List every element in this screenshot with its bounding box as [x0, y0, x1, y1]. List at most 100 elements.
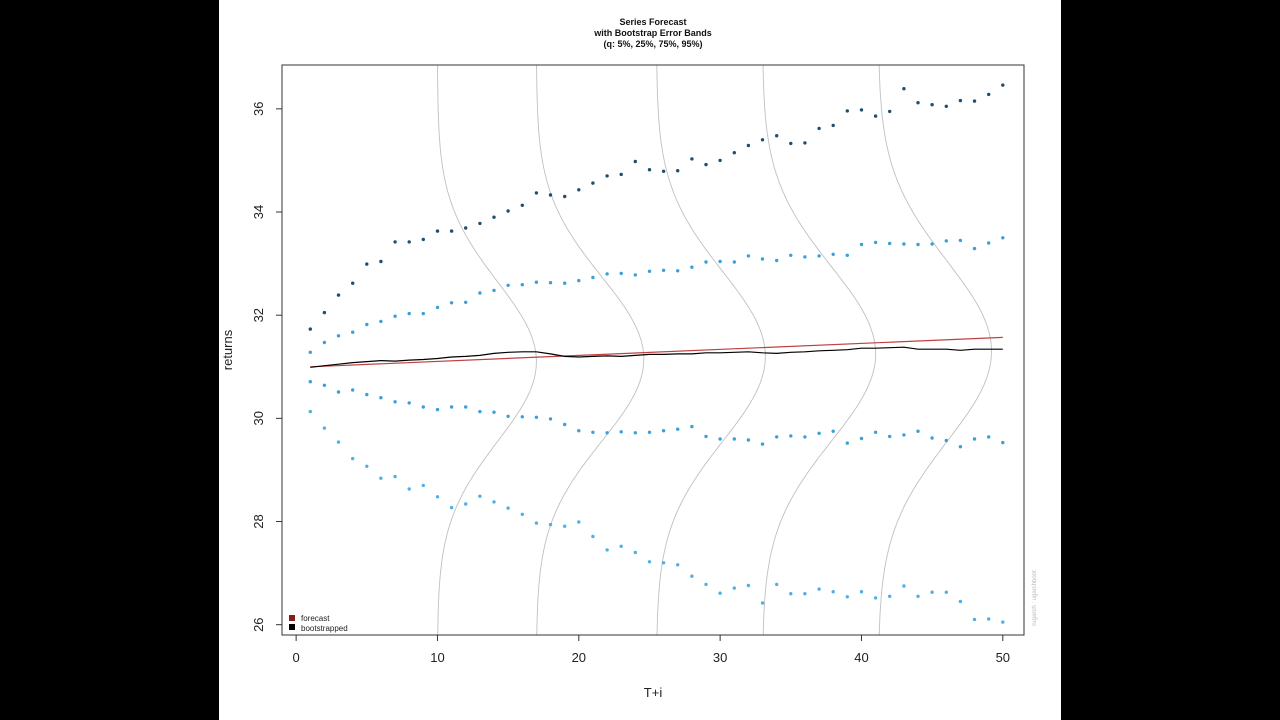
- q75-point: [972, 246, 977, 251]
- q75-point: [944, 239, 948, 243]
- q25-point: [817, 431, 821, 435]
- q5-point: [393, 474, 397, 479]
- x-tick-label: 0: [293, 650, 300, 665]
- y-tick-label: 34: [251, 205, 266, 219]
- q95-point: [845, 109, 849, 113]
- q75-point: [421, 311, 425, 316]
- q75-point: [746, 254, 751, 258]
- y-tick-label: 36: [251, 102, 266, 116]
- y-tick-label: 32: [251, 308, 266, 322]
- legend: forecast bootstrapped: [289, 614, 348, 633]
- q25-point: [902, 433, 906, 437]
- q25-point: [704, 434, 708, 439]
- q75-point: [322, 340, 327, 345]
- q5-point: [336, 440, 341, 444]
- q25-point: [336, 390, 341, 394]
- q25-point: [873, 430, 878, 434]
- legend-swatch-forecast: [289, 615, 295, 621]
- q95-point: [322, 310, 327, 315]
- q95-point: [478, 221, 482, 226]
- q5-point: [548, 522, 553, 527]
- chart-canvas: Series Forecast with Bootstrap Error Ban…: [219, 0, 1061, 720]
- q5-point: [803, 592, 807, 596]
- q75-point: [1001, 236, 1005, 240]
- q5-point: [817, 587, 821, 591]
- q75-point: [379, 319, 383, 324]
- q25-point: [718, 437, 722, 441]
- q5-point: [322, 426, 327, 430]
- q5-point: [888, 594, 892, 598]
- q95-point: [421, 237, 425, 242]
- q5-point: [760, 601, 765, 605]
- q75-point: [563, 281, 567, 285]
- q25-point: [859, 436, 864, 441]
- q75-point: [859, 242, 864, 247]
- q25-point: [365, 392, 369, 397]
- q95-point: [619, 172, 623, 177]
- q75-point: [873, 240, 878, 245]
- q75-point: [336, 334, 341, 338]
- q25-point: [930, 436, 934, 440]
- q75-point: [548, 281, 553, 285]
- q25-point: [647, 430, 652, 434]
- q5-point: [930, 590, 934, 594]
- q25-point: [407, 401, 411, 405]
- q95-point: [930, 103, 934, 107]
- legend-label-bootstrapped: bootstrapped: [301, 624, 348, 633]
- q5-point: [775, 582, 779, 587]
- q5-point: [972, 617, 977, 622]
- q25-point: [676, 427, 680, 431]
- q75-point: [605, 272, 609, 276]
- q95-point: [407, 240, 411, 244]
- bootstrapped-line: [310, 346, 1003, 368]
- q95-point: [492, 215, 496, 219]
- y-tick-label: 28: [251, 514, 266, 528]
- q95-point: [1001, 83, 1005, 87]
- q75-point: [407, 311, 411, 316]
- q95-point: [647, 168, 652, 172]
- q95-point: [676, 169, 680, 173]
- q5-point: [633, 550, 637, 555]
- q75-point: [661, 268, 666, 272]
- y-axis: 26 28 30 32 34 36: [251, 102, 283, 632]
- q5-point: [365, 464, 369, 468]
- q5-point: [534, 521, 539, 525]
- y-tick-label: 26: [251, 617, 266, 631]
- q5-point: [873, 596, 878, 600]
- density-curve-4: [762, 64, 877, 636]
- density-curve-3: [656, 64, 766, 636]
- x-tick-label: 30: [713, 650, 727, 665]
- q75-point: [831, 252, 835, 256]
- q25-point: [449, 405, 454, 409]
- quantile-points: [308, 83, 1005, 624]
- q95-point: [958, 98, 963, 103]
- q95-point: [746, 143, 751, 148]
- q25-point: [633, 431, 637, 435]
- q5-point: [746, 583, 751, 588]
- q75-point: [449, 301, 454, 305]
- q75-point: [534, 280, 539, 284]
- q5-point: [704, 582, 708, 587]
- q5-point: [506, 506, 510, 510]
- density-curve-5: [878, 65, 992, 636]
- q95-point: [563, 194, 567, 199]
- q25-point: [845, 441, 849, 445]
- q95-point: [888, 109, 892, 114]
- q25-point: [760, 442, 765, 446]
- q25-point: [803, 435, 807, 439]
- plot-frame: [281, 64, 1025, 636]
- q25-point: [831, 429, 835, 433]
- q75-point: [775, 258, 779, 263]
- q75-point: [464, 300, 468, 304]
- q95-point: [393, 240, 397, 244]
- chart-title: Series Forecast: [619, 17, 686, 27]
- q95-point: [534, 191, 539, 195]
- q25-point: [563, 422, 567, 427]
- q5-point: [591, 534, 595, 539]
- q75-point: [845, 253, 849, 257]
- q5-point: [492, 500, 496, 504]
- q5-point: [351, 456, 355, 461]
- q5-point: [647, 560, 652, 564]
- x-tick-label: 50: [996, 650, 1010, 665]
- q75-point: [789, 253, 793, 257]
